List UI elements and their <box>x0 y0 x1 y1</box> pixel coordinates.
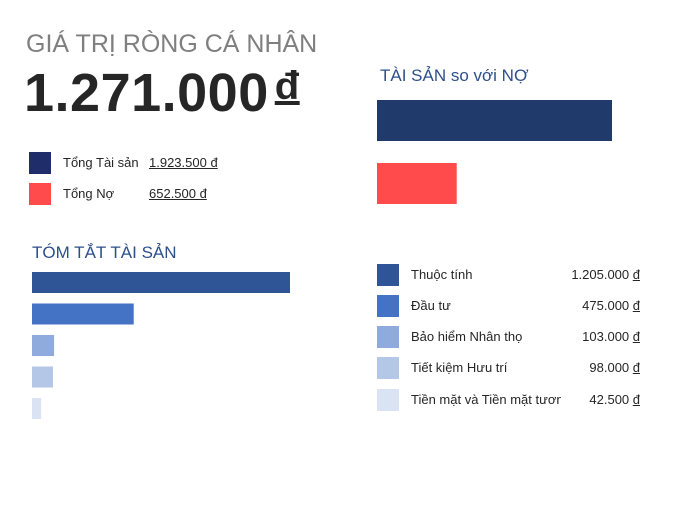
legend-label-life-insurance: Bảo hiểm Nhân thọ <box>411 329 523 344</box>
assets-vs-liabilities-bar-1 <box>377 163 457 204</box>
legend-swatch-life-insurance <box>377 326 399 348</box>
legend-item-life-insurance: Bảo hiểm Nhân thọ 103.000 đ <box>377 326 642 348</box>
asset-summary-bar-1 <box>32 303 134 325</box>
legend-label-property: Thuộc tính <box>411 267 473 282</box>
total-liabilities-value: 652.500 đ <box>149 186 207 201</box>
asset-summary-bar-2 <box>32 335 55 356</box>
total-liabilities-swatch <box>29 183 51 205</box>
legend-label-cash: Tiền mặt và Tiền mặt tương đương <box>411 392 561 407</box>
legend-value-retirement-savings: 98.000 đ <box>589 360 640 375</box>
total-assets-value: 1.923.500 đ <box>149 155 218 170</box>
currency-symbol: đ <box>632 267 640 282</box>
legend-value-cash: 42.500 đ <box>589 392 640 407</box>
currency-symbol: đ <box>632 360 640 375</box>
net-worth-number: 1.271.000 <box>24 63 269 123</box>
legend-item-retirement-savings: Tiết kiệm Hưu trí 98.000 đ <box>377 357 642 379</box>
legend-swatch-cash <box>377 389 399 411</box>
total-assets-swatch <box>29 152 51 174</box>
legend-label-investments: Đầu tư <box>411 298 451 313</box>
legend-swatch-investments <box>377 295 399 317</box>
total-assets-label: Tổng Tài sản <box>63 155 139 170</box>
legend-swatch-property <box>377 264 399 286</box>
legend-swatch-retirement-savings <box>377 357 399 379</box>
legend-value-investments: 475.000 đ <box>582 298 640 313</box>
currency-symbol: đ <box>632 329 640 344</box>
net-worth-value: 1.271.000 đ <box>24 62 300 124</box>
legend-label-retirement-savings: Tiết kiệm Hưu trí <box>411 360 508 375</box>
asset-summary-bar-4 <box>32 398 42 419</box>
asset-summary-title: TÓM TẮT TÀI SẢN <box>32 243 177 262</box>
assets-vs-liabilities-bar-0 <box>377 100 612 141</box>
total-liabilities-label: Tổng Nợ <box>63 186 115 201</box>
currency-symbol: đ <box>632 392 640 407</box>
net-worth-currency: đ <box>274 64 300 108</box>
legend-item-cash: Tiền mặt và Tiền mặt tương đương 42.500 … <box>377 389 642 411</box>
legend-value-life-insurance: 103.000 đ <box>582 329 640 344</box>
legend-value-property: 1.205.000 đ <box>571 267 640 282</box>
assets-vs-liabilities-title: TÀI SẢN so với NỢ <box>380 66 529 85</box>
asset-summary-bar-0 <box>32 272 290 293</box>
page-title: GIÁ TRỊ RÒNG CÁ NHÂN <box>26 30 318 58</box>
asset-summary-bar-3 <box>32 366 53 388</box>
legend-item-property: Thuộc tính 1.205.000 đ <box>377 264 642 286</box>
legend-item-investments: Đầu tư 475.000 đ <box>377 295 642 317</box>
currency-symbol: đ <box>632 298 640 313</box>
